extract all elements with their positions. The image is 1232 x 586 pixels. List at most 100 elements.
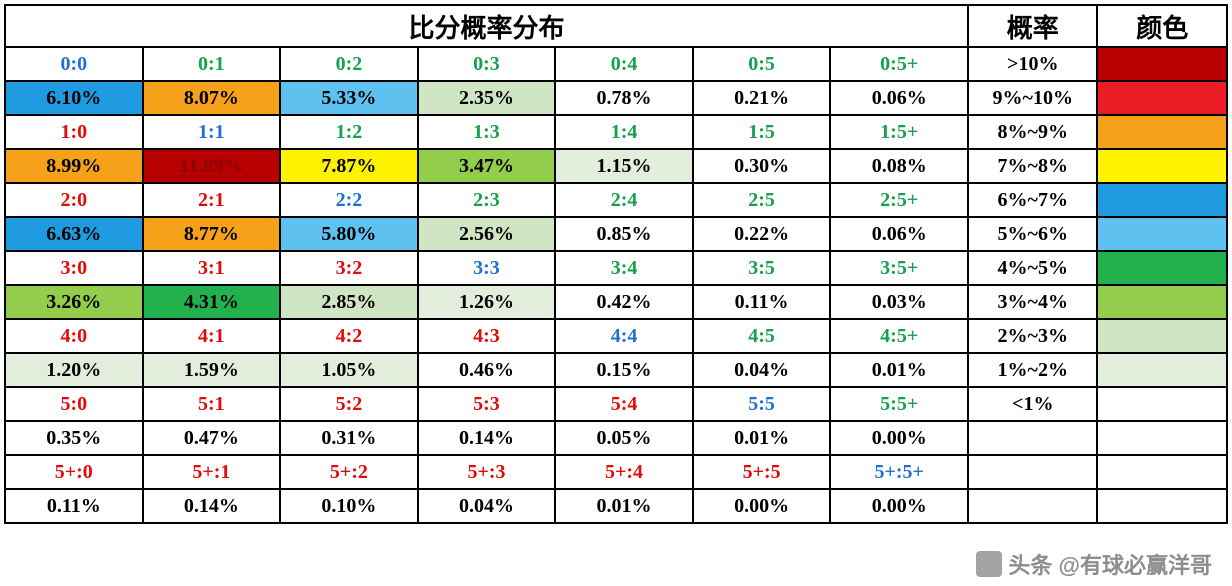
watermark-logo-icon [976, 551, 1002, 577]
grid-cell: 0.06% [830, 217, 968, 251]
legend-swatch [1097, 285, 1227, 319]
grid-cell: 2:0 [5, 183, 143, 217]
legend-swatch [1097, 251, 1227, 285]
grid-cell: 2:2 [280, 183, 418, 217]
grid-cell: 1:1 [143, 115, 281, 149]
grid-cell: 1:3 [418, 115, 556, 149]
grid-cell: 0.15% [555, 353, 693, 387]
grid-cell: 2:4 [555, 183, 693, 217]
grid-cell: 0.47% [143, 421, 281, 455]
grid-cell: 0.85% [555, 217, 693, 251]
grid-cell: 1:4 [555, 115, 693, 149]
grid-cell: 0.08% [830, 149, 968, 183]
grid-cell: 4:2 [280, 319, 418, 353]
header-main-title: 比分概率分布 [5, 5, 968, 47]
grid-cell: 0.06% [830, 81, 968, 115]
legend-label: 2%~3% [968, 319, 1097, 353]
grid-cell: 5:5+ [830, 387, 968, 421]
grid-cell: 0.00% [830, 489, 968, 523]
grid-cell: 0:3 [418, 47, 556, 81]
grid-cell: 1.05% [280, 353, 418, 387]
grid-cell: 0.01% [555, 489, 693, 523]
grid-cell: 0:1 [143, 47, 281, 81]
grid-cell: 0:4 [555, 47, 693, 81]
grid-cell: 5.33% [280, 81, 418, 115]
legend-label: 1%~2% [968, 353, 1097, 387]
grid-cell: 3:2 [280, 251, 418, 285]
grid-cell: 3:0 [5, 251, 143, 285]
grid-cell: 5:2 [280, 387, 418, 421]
grid-cell: 2.85% [280, 285, 418, 319]
grid-cell: 11.89% [143, 149, 281, 183]
grid-cell: 0.03% [830, 285, 968, 319]
grid-cell: 8.99% [5, 149, 143, 183]
legend-swatch [1097, 47, 1227, 81]
grid-cell: 8.07% [143, 81, 281, 115]
grid-cell: 0.01% [830, 353, 968, 387]
legend-swatch [1097, 319, 1227, 353]
score-probability-table: 比分概率分布概率颜色0:00:10:20:30:40:50:5+>10%6.10… [4, 4, 1228, 524]
legend-label: 6%~7% [968, 183, 1097, 217]
legend-label: <1% [968, 387, 1097, 421]
grid-cell: 0.14% [143, 489, 281, 523]
grid-cell: 1.20% [5, 353, 143, 387]
grid-cell: 1.26% [418, 285, 556, 319]
grid-cell: 4:3 [418, 319, 556, 353]
grid-cell: 3.26% [5, 285, 143, 319]
grid-cell: 3:4 [555, 251, 693, 285]
grid-cell: 3:3 [418, 251, 556, 285]
grid-cell: 0.11% [693, 285, 831, 319]
legend-swatch [1097, 353, 1227, 387]
grid-cell: 4.31% [143, 285, 281, 319]
grid-cell: 0:0 [5, 47, 143, 81]
legend-swatch [1097, 81, 1227, 115]
grid-cell: 0.11% [5, 489, 143, 523]
grid-cell: 6.63% [5, 217, 143, 251]
grid-cell: 7.87% [280, 149, 418, 183]
legend-label: 9%~10% [968, 81, 1097, 115]
grid-cell: 5.80% [280, 217, 418, 251]
grid-cell: 0:2 [280, 47, 418, 81]
grid-cell: 4:4 [555, 319, 693, 353]
grid-cell: 0:5 [693, 47, 831, 81]
grid-cell: 0.42% [555, 285, 693, 319]
grid-cell: 0.14% [418, 421, 556, 455]
grid-cell: 5:5 [693, 387, 831, 421]
grid-cell: 0.21% [693, 81, 831, 115]
grid-cell: 5:4 [555, 387, 693, 421]
legend-swatch [1097, 489, 1227, 523]
legend-label: 3%~4% [968, 285, 1097, 319]
grid-cell: 0.04% [418, 489, 556, 523]
grid-cell: 4:5 [693, 319, 831, 353]
grid-cell: 0.04% [693, 353, 831, 387]
grid-cell: 0.00% [693, 489, 831, 523]
grid-cell: 0.31% [280, 421, 418, 455]
grid-cell: 5+:2 [280, 455, 418, 489]
legend-swatch [1097, 387, 1227, 421]
grid-cell: 4:0 [5, 319, 143, 353]
grid-cell: 1.59% [143, 353, 281, 387]
grid-cell: 1:0 [5, 115, 143, 149]
grid-cell: 2:3 [418, 183, 556, 217]
grid-cell: 8.77% [143, 217, 281, 251]
watermark: 头条 @有球必赢洋哥 [976, 548, 1212, 580]
main-table: 比分概率分布概率颜色0:00:10:20:30:40:50:5+>10%6.10… [4, 4, 1228, 524]
grid-cell: 5+:1 [143, 455, 281, 489]
grid-cell: 2.56% [418, 217, 556, 251]
legend-swatch [1097, 115, 1227, 149]
grid-cell: 2:5+ [830, 183, 968, 217]
grid-cell: 4:5+ [830, 319, 968, 353]
grid-cell: 5:0 [5, 387, 143, 421]
grid-cell: 5+:0 [5, 455, 143, 489]
legend-swatch [1097, 149, 1227, 183]
grid-cell: 1:5 [693, 115, 831, 149]
watermark-text: 头条 @有球必赢洋哥 [1008, 548, 1212, 580]
header-color-label: 颜色 [1097, 5, 1227, 47]
grid-cell: 2:1 [143, 183, 281, 217]
grid-cell: 0.46% [418, 353, 556, 387]
grid-cell: 0.00% [830, 421, 968, 455]
legend-label: 8%~9% [968, 115, 1097, 149]
grid-cell: 5+:5 [693, 455, 831, 489]
grid-cell: 2:5 [693, 183, 831, 217]
grid-cell: 0.78% [555, 81, 693, 115]
